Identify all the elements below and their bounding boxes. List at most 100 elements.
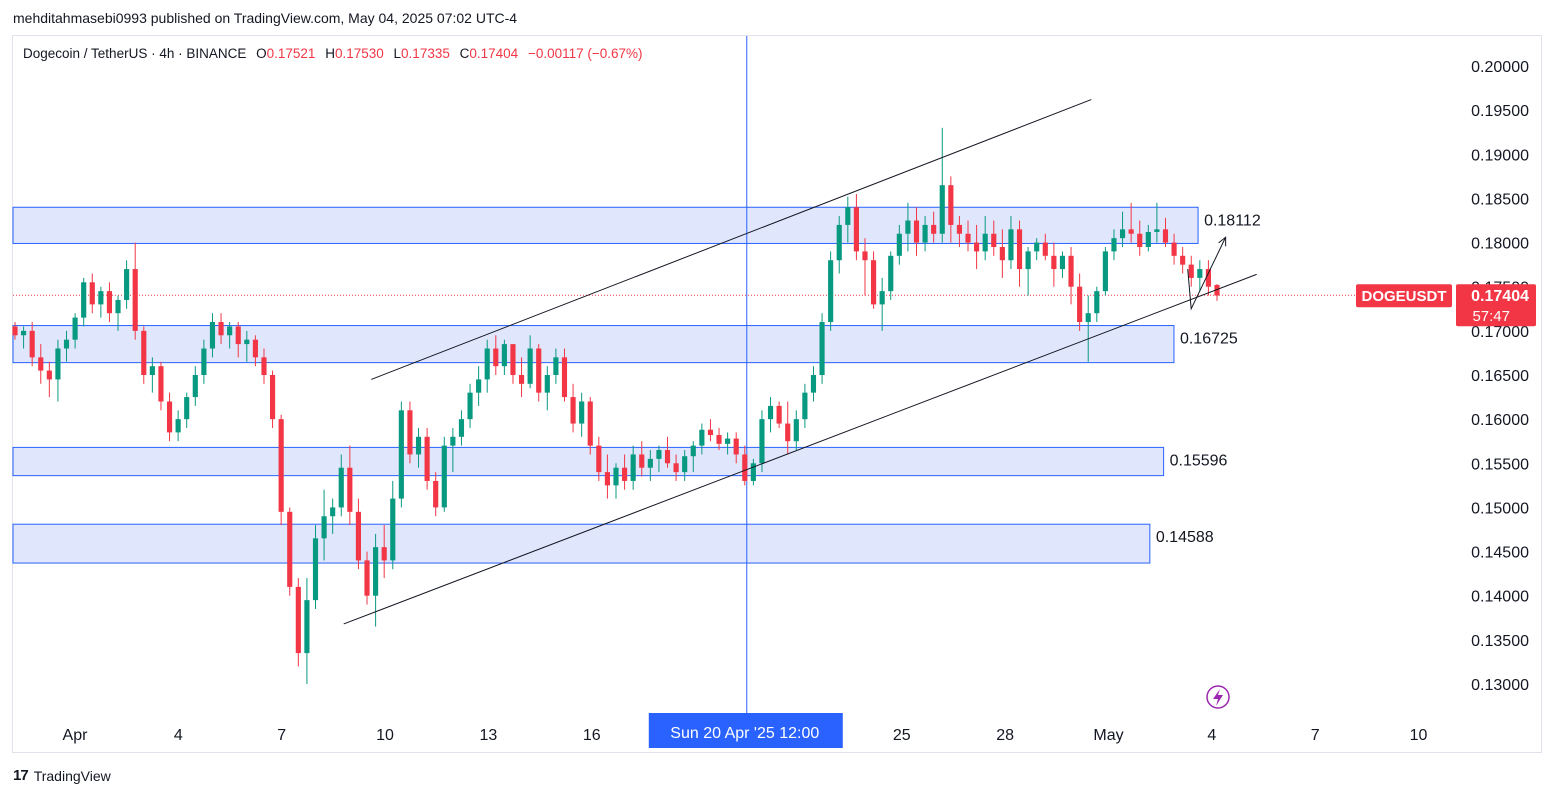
candle-body <box>664 450 671 464</box>
candle-body <box>1016 229 1023 270</box>
candle-body <box>467 392 473 420</box>
candle-body <box>1025 251 1031 270</box>
footer-brand: TradingView <box>33 767 111 784</box>
candle-body <box>802 392 808 420</box>
candle-body <box>819 322 825 375</box>
candle-body <box>1188 264 1194 278</box>
candle-body <box>622 467 628 481</box>
candle-body <box>1051 255 1057 270</box>
candle-body <box>836 224 842 261</box>
candle-body <box>579 401 585 424</box>
candle-body <box>870 260 877 305</box>
candle-body <box>733 438 739 455</box>
candle-body <box>304 600 310 654</box>
candle-body <box>55 348 61 380</box>
candle-body <box>21 330 27 336</box>
x-axis-tick: 7 <box>277 727 286 744</box>
candle-body <box>810 375 817 393</box>
candle-body <box>544 375 550 393</box>
candle-body <box>587 401 593 446</box>
candle-body <box>1068 255 1074 287</box>
candle-body <box>690 445 696 457</box>
candle-body <box>931 224 937 234</box>
candle-body <box>1094 291 1100 314</box>
candle-body <box>1042 242 1048 256</box>
candle-body <box>673 463 679 473</box>
y-axis-tick: 0.14000 <box>1471 589 1529 606</box>
candle-body <box>252 339 258 358</box>
candle-body <box>991 233 997 247</box>
low-label: L <box>393 46 402 61</box>
candle-body <box>974 242 980 252</box>
high-value: 0.17530 <box>334 46 384 61</box>
symbol-name[interactable]: Dogecoin / TetherUS · 4h · BINANCE <box>23 46 247 61</box>
candle-body <box>330 507 336 517</box>
candle-body <box>38 357 44 371</box>
zone-label: 0.14588 <box>1156 529 1214 546</box>
candle-body <box>106 291 113 314</box>
y-axis-tick: 0.16000 <box>1471 412 1529 429</box>
candle-body <box>956 224 963 234</box>
candle-body <box>72 317 78 340</box>
sr-zone <box>12 523 1151 564</box>
symbol-price-tag <box>1356 284 1452 308</box>
open-label: O <box>256 46 267 61</box>
candle-body <box>235 326 241 345</box>
candle-body <box>493 348 499 367</box>
candle-body <box>269 375 276 420</box>
change-value: −0.00117 (−0.67%) <box>527 46 643 61</box>
candle-body <box>450 436 456 446</box>
candle-body <box>561 357 568 398</box>
candle-body <box>596 445 602 473</box>
candle-body <box>828 260 834 323</box>
candle-body <box>776 405 782 424</box>
candle-body <box>999 246 1005 261</box>
crosshair-time-label: Sun 20 Apr '25 12:00 <box>670 725 819 742</box>
candle-body <box>295 586 301 654</box>
y-axis-tick: 0.13000 <box>1471 677 1529 694</box>
candle-body <box>115 299 121 314</box>
candle-body <box>896 233 902 256</box>
candle-body <box>682 456 688 473</box>
candle-body <box>373 547 379 596</box>
candle-body <box>184 397 190 420</box>
zone-label: 0.18112 <box>1204 212 1261 229</box>
low-value: 0.17335 <box>401 46 450 61</box>
candle-body <box>725 438 731 444</box>
candle-body <box>1205 269 1211 287</box>
countdown-timer: 57:47 <box>1472 308 1510 325</box>
y-axis-tick: 0.18500 <box>1471 191 1529 208</box>
symbol-info-bar[interactable]: Dogecoin / TetherUS · 4h · BINANCE O 0.17… <box>23 46 643 61</box>
candle-body <box>647 458 653 468</box>
candle-body <box>785 423 791 442</box>
candle-body <box>1171 242 1177 256</box>
x-axis-tick: 7 <box>1311 727 1320 744</box>
x-axis-tick: 10 <box>376 727 394 744</box>
candle-body <box>415 436 422 455</box>
candle-body <box>527 348 533 384</box>
candle-body <box>12 326 18 336</box>
candle-body <box>613 467 619 486</box>
candle-body <box>845 207 851 225</box>
close-label: C <box>459 46 470 61</box>
x-axis-tick: 4 <box>174 727 183 744</box>
lightning-icon <box>1206 685 1230 709</box>
sr-zone <box>12 446 1165 477</box>
candle-body <box>1085 313 1091 323</box>
candle-body <box>141 330 147 375</box>
candle-body <box>759 419 765 464</box>
candle-body <box>536 348 542 393</box>
candle-body <box>158 366 164 402</box>
channel-trendline <box>343 273 1257 625</box>
y-axis-tick: 0.14500 <box>1471 545 1529 562</box>
candle-body <box>553 357 559 375</box>
channel-trendline <box>371 99 1092 380</box>
candle-body <box>312 538 319 601</box>
candle-body <box>458 419 465 437</box>
crosshair-time-tag <box>648 713 843 748</box>
candle-body <box>98 291 104 305</box>
candle-body <box>424 436 430 481</box>
candle-body <box>149 366 155 375</box>
zone-label: 0.16725 <box>1180 331 1238 348</box>
